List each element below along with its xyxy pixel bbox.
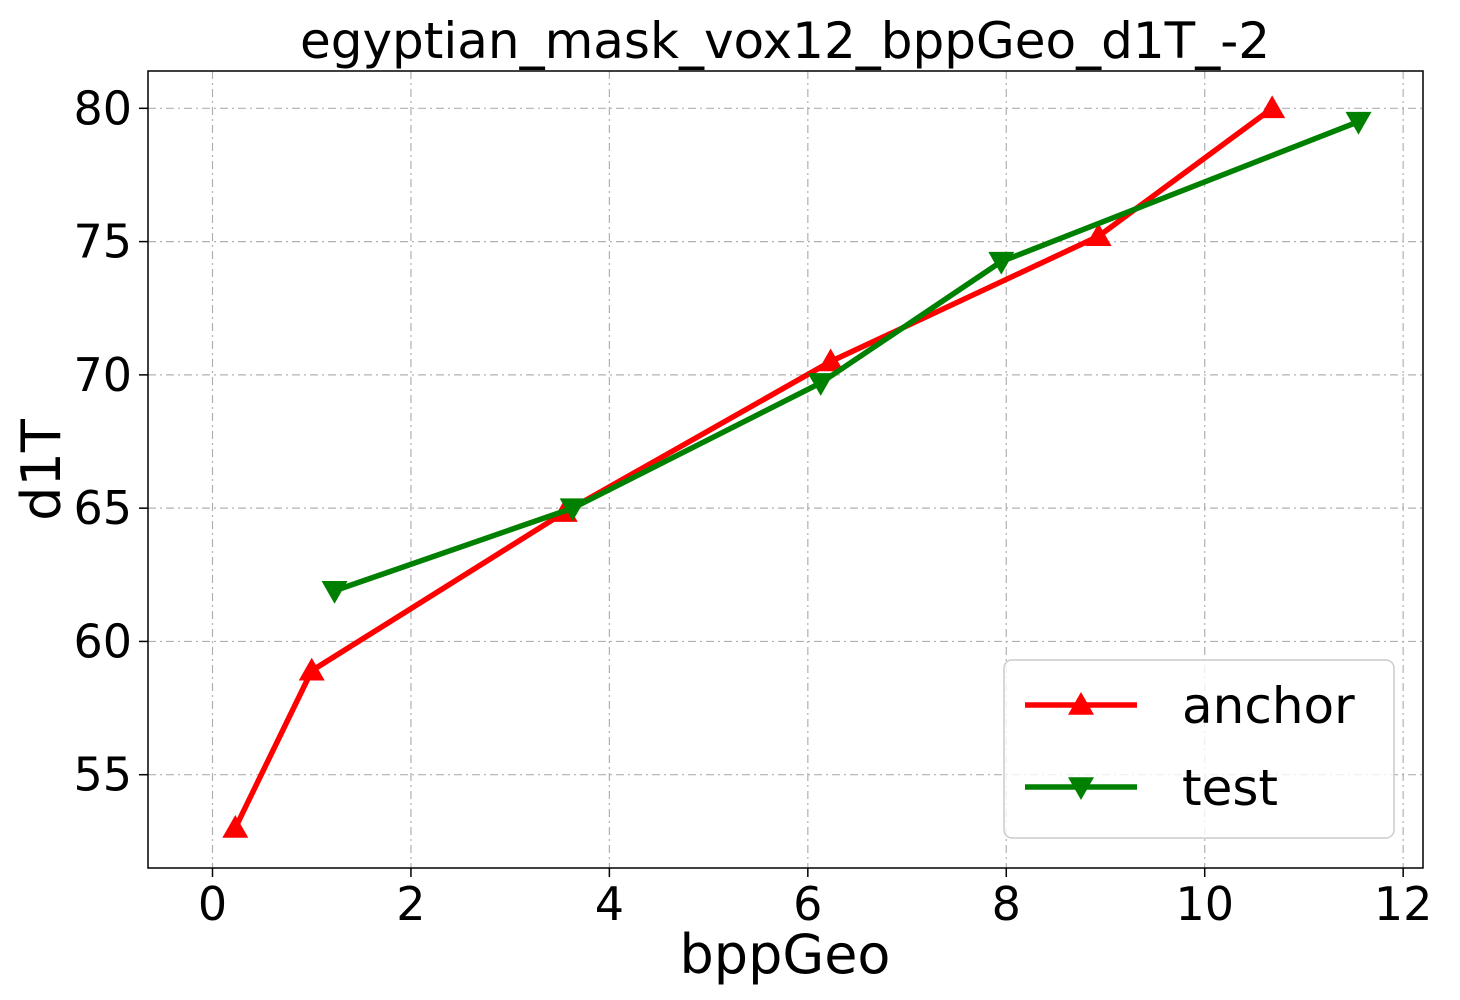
data-point-test [321,581,348,604]
x-tick-label: 10 [1175,877,1234,931]
chart-title: egyptian_mask_vox12_bppGeo_d1T_-2 [300,12,1270,70]
data-point-test [988,251,1015,275]
x-tick-label: 0 [198,877,227,931]
legend-label-anchor: anchor [1182,677,1355,735]
series-test [321,111,1372,604]
y-tick-label: 70 [73,348,132,402]
data-point-anchor [1259,95,1286,119]
legend-marker-test [1068,777,1094,800]
x-tick-label: 4 [595,877,624,931]
x-tick-label: 8 [992,877,1021,931]
y-tick-label: 60 [73,614,132,668]
legend: anchor test [1003,659,1395,839]
data-point-anchor [817,348,844,372]
legend-marker-anchor [1068,692,1094,715]
x-tick-label: 6 [793,877,822,931]
y-tick-label: 65 [73,481,132,535]
legend-label-test: test [1182,759,1278,817]
ticks: 0 2 4 6 8 10 12 55 60 65 70 75 80 [73,81,1432,931]
y-tick-label: 75 [73,215,132,269]
x-tick-label: 2 [396,877,425,931]
data-point-test [807,373,834,396]
y-tick-label: 80 [73,81,132,135]
data-point-test [1345,111,1372,135]
x-axis-title: bppGeo [680,923,891,986]
data-point-anchor [298,657,325,681]
data-point-anchor [1085,223,1112,247]
data-point-test [559,498,586,522]
data-point-anchor [222,815,249,838]
series-layer [222,95,1372,838]
y-tick-label: 55 [73,748,132,802]
plot-frame [147,70,1424,869]
x-tick-label: 12 [1374,877,1433,931]
y-axis-title: d1T [10,418,73,521]
